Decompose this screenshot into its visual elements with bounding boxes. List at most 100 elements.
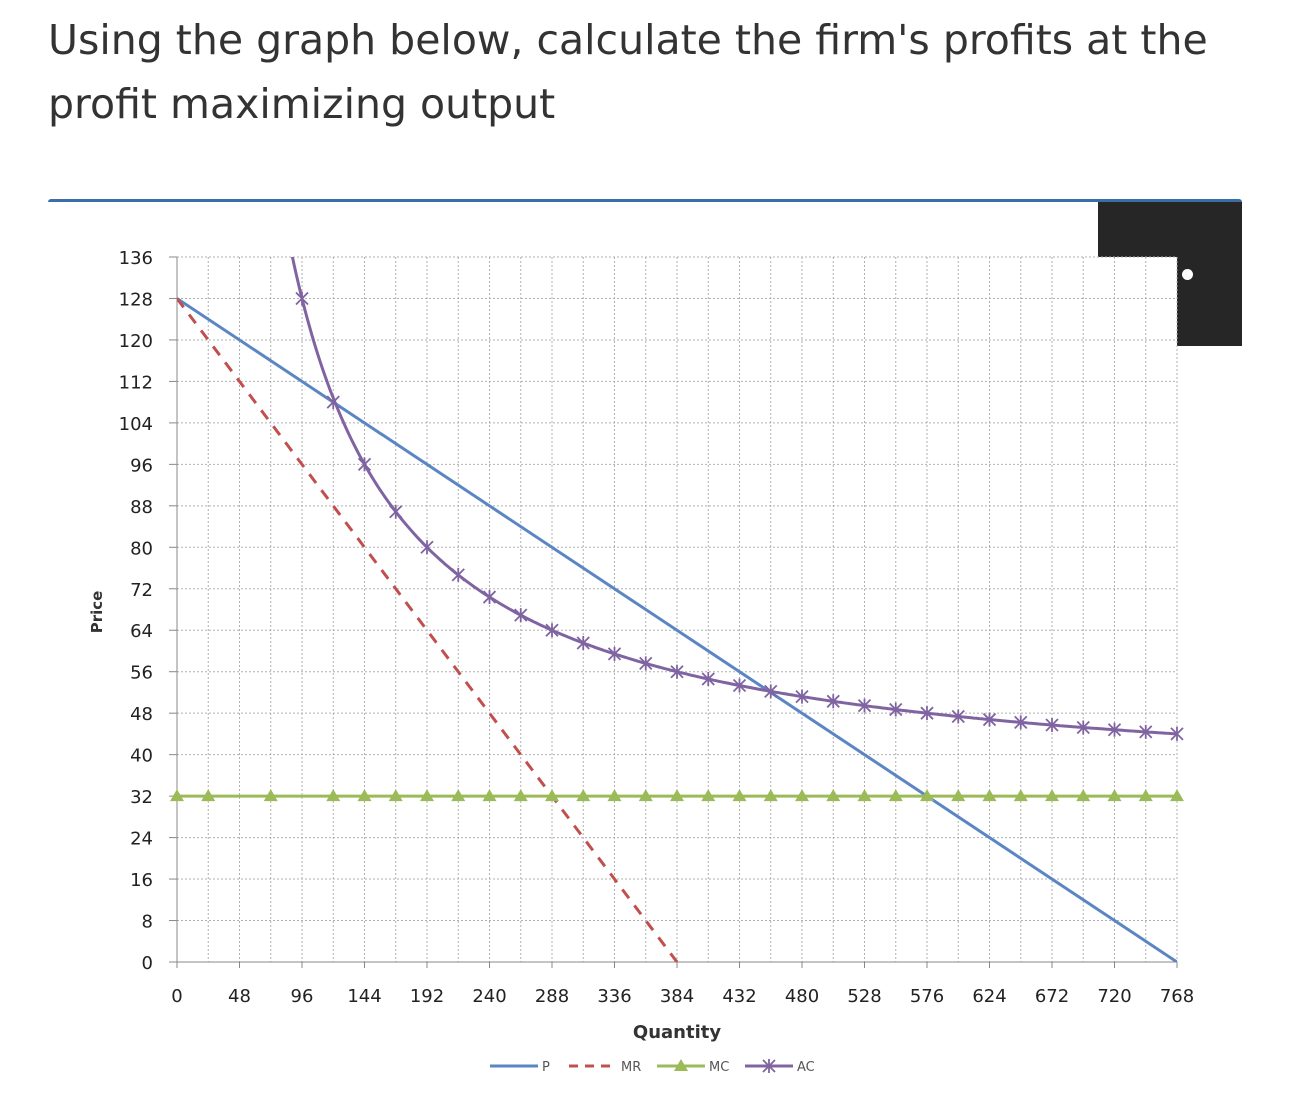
mc-marker (482, 789, 497, 802)
series-line-ac (290, 257, 1177, 736)
y-axis-title: Price (88, 591, 106, 634)
x-tick-label: 624 (972, 986, 1006, 1007)
legend-label-ac: AC (797, 1060, 815, 1075)
legend-label-p: P (542, 1060, 550, 1075)
y-tick-label: 80 (130, 538, 153, 559)
y-tick-label: 88 (130, 497, 153, 518)
card-top-border (48, 199, 1242, 202)
mc-marker (607, 789, 622, 802)
ac-marker (889, 702, 903, 717)
mc-marker (826, 789, 841, 802)
mc-marker (670, 789, 684, 802)
mc-marker (451, 789, 466, 802)
ac-marker (1045, 718, 1059, 733)
mc-marker (201, 789, 216, 802)
mc-marker (1138, 789, 1153, 802)
mc-marker (388, 789, 403, 802)
legend-label-mc: MC (709, 1060, 729, 1075)
ac-marker (1139, 724, 1153, 739)
mc-marker (576, 789, 591, 802)
y-tick-label: 48 (130, 704, 153, 725)
y-tick-label: 136 (119, 248, 153, 269)
x-tick-label: 192 (410, 986, 444, 1007)
x-tick-label: 768 (1160, 986, 1194, 1007)
mc-marker (857, 789, 872, 802)
mc-marker (357, 789, 372, 802)
mc-marker (701, 789, 716, 802)
ac-marker (670, 664, 684, 679)
mc-marker (1045, 789, 1059, 802)
ac-marker (295, 291, 309, 306)
y-tick-label: 8 (142, 912, 153, 933)
mc-marker (545, 789, 559, 802)
mc-marker (1107, 789, 1122, 802)
ac-marker (951, 709, 965, 724)
mc-marker (1170, 789, 1184, 802)
ac-marker (514, 608, 528, 623)
legend-marker-ac (762, 1059, 776, 1073)
x-tick-label: 96 (291, 986, 314, 1007)
ac-marker (857, 698, 872, 713)
mc-marker (513, 789, 528, 802)
mc-marker (888, 789, 903, 802)
x-tick-label: 336 (597, 986, 631, 1007)
x-tick-label: 240 (472, 986, 506, 1007)
mc-marker (920, 789, 934, 802)
ac-marker (701, 672, 715, 687)
ac-marker (1170, 726, 1184, 741)
ac-marker (389, 504, 403, 519)
ac-marker (357, 457, 372, 472)
y-tick-label: 72 (130, 580, 153, 601)
y-tick-label: 128 (119, 289, 153, 310)
ac-marker (326, 395, 340, 410)
y-tick-label: 40 (130, 746, 153, 767)
y-tick-label: 56 (130, 663, 153, 684)
mc-marker (170, 789, 184, 802)
y-tick-label: 24 (130, 829, 153, 850)
x-tick-label: 288 (535, 986, 569, 1007)
x-tick-label: 384 (660, 986, 694, 1007)
x-tick-label: 432 (722, 986, 756, 1007)
ac-marker (482, 590, 497, 605)
x-tick-label: 0 (171, 986, 182, 1007)
x-tick-label: 48 (228, 986, 251, 1007)
ac-marker (795, 689, 809, 704)
mc-marker (420, 789, 434, 802)
mc-marker (951, 789, 966, 802)
ac-marker (1014, 715, 1028, 730)
x-tick-label: 528 (847, 986, 881, 1007)
ac-marker (639, 656, 653, 671)
legend-marker-mc (674, 1059, 688, 1071)
question-text: Using the graph below, calculate the fir… (48, 16, 1208, 128)
ac-marker (545, 623, 559, 638)
ac-marker (420, 540, 434, 555)
x-axis-title: Quantity (633, 1022, 721, 1043)
y-tick-label: 0 (142, 953, 153, 974)
ac-marker (826, 694, 840, 709)
x-tick-label: 720 (1097, 986, 1131, 1007)
mc-marker (263, 789, 278, 802)
series-line-p (177, 297, 1177, 962)
ac-marker (607, 646, 622, 661)
ac-marker (982, 712, 997, 727)
ac-marker (1107, 722, 1122, 737)
y-tick-label: 64 (130, 621, 153, 642)
y-tick-label: 112 (119, 372, 153, 393)
y-tick-label: 104 (119, 414, 153, 435)
mc-marker (326, 789, 341, 802)
y-tick-label: 120 (119, 331, 153, 352)
mc-marker (795, 789, 809, 802)
x-tick-label: 480 (785, 986, 819, 1007)
x-tick-label: 672 (1035, 986, 1069, 1007)
ac-marker (920, 706, 934, 721)
mc-marker (732, 789, 747, 802)
x-tick-label: 144 (347, 986, 381, 1007)
legend-label-mr: MR (621, 1060, 641, 1075)
mc-marker (982, 789, 997, 802)
ac-marker (732, 678, 747, 693)
ac-marker (1076, 720, 1090, 735)
mc-marker (763, 789, 778, 802)
y-tick-label: 96 (130, 455, 153, 476)
mc-marker (1076, 789, 1091, 802)
